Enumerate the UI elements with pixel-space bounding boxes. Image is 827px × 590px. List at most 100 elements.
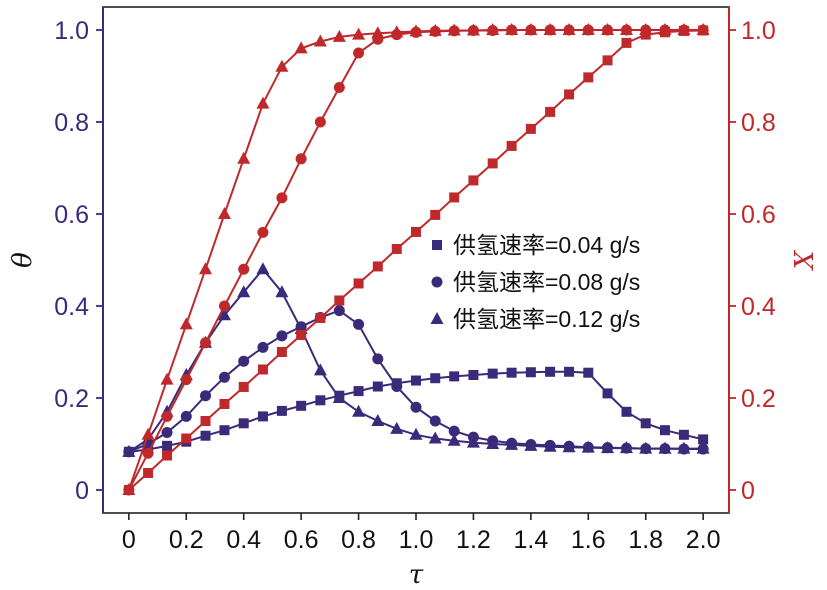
data-point-5-20 (505, 23, 519, 35)
data-point-1-12 (353, 318, 365, 330)
data-point-4-9 (295, 153, 307, 165)
data-point-2-27 (639, 441, 653, 454)
data-point-3-20 (506, 140, 517, 151)
right-axis-ticks: 0 0.2 0.4 0.6 0.8 1.0 (729, 17, 776, 505)
data-point-2-6 (237, 285, 251, 298)
series-line-5 (127, 29, 704, 491)
data-point-5-15 (409, 24, 423, 37)
data-point-3-2 (162, 450, 173, 461)
series-line-2 (128, 267, 704, 453)
data-point-5-2 (160, 372, 174, 385)
x-tick-label-9: 1.8 (628, 526, 663, 554)
data-point-0-16 (430, 373, 441, 384)
data-point-0-2 (162, 440, 173, 451)
series-x-circle (123, 24, 709, 496)
data-point-3-26 (621, 37, 632, 48)
data-point-4-10 (314, 116, 326, 128)
data-point-5-5 (217, 207, 231, 219)
data-point-5-14 (390, 25, 404, 38)
data-point-0-18 (468, 370, 479, 380)
data-point-3-3 (181, 433, 192, 444)
data-point-3-18 (468, 175, 479, 186)
data-point-2-0 (122, 444, 136, 457)
data-point-4-5 (218, 300, 230, 312)
data-point-3-7 (257, 364, 268, 375)
data-point-0-22 (545, 366, 556, 377)
data-point-5-7 (256, 96, 270, 109)
data-point-5-0 (122, 483, 136, 495)
data-point-0-30 (698, 434, 709, 445)
data-point-0-6 (238, 418, 249, 429)
right-tick-label-5: 1.0 (741, 17, 776, 45)
data-point-0-21 (525, 367, 536, 378)
left-tick-label-5: 1.0 (54, 17, 89, 45)
series-x-triangle (122, 23, 710, 495)
data-point-5-30 (696, 23, 710, 35)
data-point-4-6 (238, 263, 250, 275)
data-point-5-10 (313, 34, 327, 47)
data-point-3-22 (545, 106, 556, 117)
data-point-0-13 (372, 381, 383, 392)
x-tick-label-3: 0.6 (284, 526, 319, 554)
data-point-2-7 (256, 262, 270, 275)
x-tick-label-4: 0.8 (341, 526, 376, 554)
data-point-1-2 (161, 427, 173, 438)
legend-label-0: 供氢速率=0.04 g/s (453, 232, 640, 258)
data-point-2-21 (524, 438, 538, 451)
series-theta-square (123, 366, 709, 457)
data-point-3-17 (449, 192, 460, 203)
x-axis-title: τ (409, 560, 424, 590)
data-point-0-12 (353, 386, 364, 397)
data-point-0-4 (200, 430, 211, 441)
data-point-5-26 (619, 23, 633, 35)
data-point-1-13 (372, 353, 384, 365)
right-tick-label-0: 0 (741, 477, 755, 505)
left-tick-label-0: 0 (75, 477, 89, 505)
right-tick-label-1: 0.2 (741, 385, 776, 413)
data-point-4-3 (180, 374, 192, 386)
x-tick-label-0: 0 (122, 526, 136, 554)
x-tick-label-2: 0.4 (226, 526, 261, 554)
data-point-5-25 (601, 23, 615, 35)
data-point-3-1 (143, 467, 154, 478)
data-point-3-19 (487, 158, 498, 169)
data-point-1-16 (429, 415, 441, 427)
data-point-2-22 (543, 439, 557, 452)
data-point-0-27 (640, 418, 651, 429)
data-point-0-9 (296, 400, 307, 411)
x-tick-label-8: 1.6 (571, 526, 606, 554)
data-point-2-14 (390, 421, 404, 434)
data-point-5-23 (562, 23, 576, 35)
x-tick-label-7: 1.4 (513, 526, 548, 554)
legend: 供氢速率=0.04 g/s 供氢速率=0.08 g/s 供氢速率=0.12 g/s (430, 232, 640, 332)
data-point-2-16 (428, 431, 442, 444)
data-point-0-20 (506, 367, 517, 378)
series-line-3 (128, 29, 704, 491)
data-point-3-11 (334, 295, 345, 306)
data-point-2-5 (217, 308, 231, 321)
data-point-5-24 (581, 23, 595, 35)
data-point-3-10 (315, 312, 326, 323)
data-point-3-6 (238, 381, 249, 392)
data-point-1-14 (391, 381, 403, 392)
data-point-5-8 (275, 59, 289, 72)
data-point-5-4 (199, 262, 213, 275)
data-point-0-26 (621, 406, 632, 417)
legend-marker-square (432, 240, 442, 250)
data-point-2-19 (486, 437, 500, 449)
data-point-5-29 (677, 23, 691, 35)
data-point-1-4 (200, 390, 212, 402)
data-point-0-29 (678, 429, 689, 440)
data-point-0-15 (411, 375, 421, 386)
series-x-square (123, 25, 709, 495)
data-point-5-22 (543, 23, 557, 35)
data-point-0-24 (583, 367, 594, 378)
data-point-0-7 (257, 411, 268, 422)
x-axis-ticks: 0 0.2 0.4 0.6 0.8 1.0 1.2 1.4 1.6 1.8 2.0 (122, 513, 721, 554)
right-tick-label-3: 0.6 (741, 201, 776, 229)
data-point-5-19 (486, 23, 500, 35)
data-point-2-13 (371, 414, 385, 426)
right-axis-title: X (790, 249, 820, 271)
left-tick-label-3: 0.6 (54, 201, 89, 229)
right-tick-label-2: 0.4 (741, 293, 776, 321)
